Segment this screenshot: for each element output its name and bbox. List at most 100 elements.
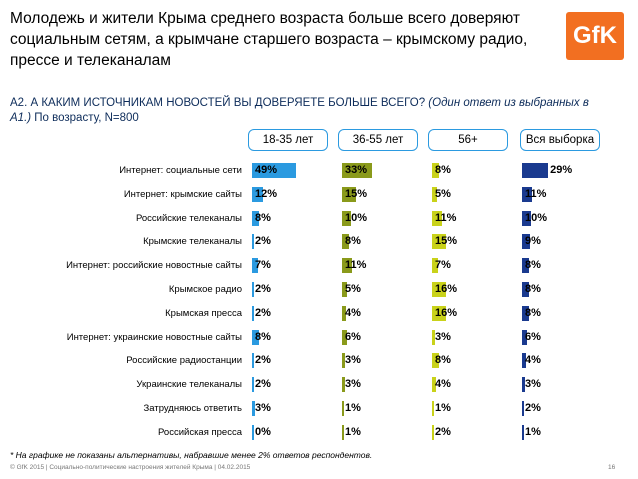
data-label: 8% [345, 235, 361, 248]
category-label: Крымское радио [168, 284, 242, 295]
data-label: 49% [255, 164, 278, 176]
question-italic: (Один ответ из выбранных в А1.) [10, 97, 589, 124]
copyright: © GfK 2015 | Социально-политические наст… [10, 464, 251, 471]
data-label: 5% [345, 283, 361, 295]
bar [432, 210, 442, 226]
category-label: Интернет: социальные сети [119, 165, 242, 176]
data-label: 15% [345, 187, 368, 200]
data-label: 2% [525, 402, 541, 414]
bar [432, 377, 436, 393]
category-label: Украинские телеканалы [136, 379, 242, 391]
footnote: * На графике не показаны альтернативы, н… [10, 450, 373, 460]
data-label: 10% [525, 211, 548, 224]
bar [342, 377, 345, 393]
bar [432, 282, 447, 297]
bar [252, 282, 254, 297]
bar [252, 424, 254, 440]
data-label: 8% [525, 283, 541, 295]
bar [252, 258, 259, 274]
data-label: 4% [435, 378, 451, 391]
category-label: Российские радиостанции [126, 355, 242, 367]
bar [432, 424, 434, 440]
bar [522, 353, 526, 369]
bar [252, 186, 263, 202]
bar [342, 282, 347, 297]
bar [432, 329, 435, 345]
data-label: 2% [255, 306, 271, 319]
data-label: 3% [525, 378, 541, 391]
bar [342, 210, 351, 226]
bar [522, 258, 530, 274]
data-label: 8% [255, 211, 271, 224]
gfk-logo: GfK [566, 12, 624, 60]
question-main: А2. А КАКИМ ИСТОЧНИКАМ НОВОСТЕЙ ВЫ ДОВЕР… [10, 97, 426, 109]
data-label: 3% [345, 378, 361, 391]
bar [342, 258, 352, 274]
data-label: 1% [345, 425, 361, 438]
column-header-0: 18-35 лет [248, 129, 328, 151]
category-label: Затрудняюсь ответить [143, 403, 242, 414]
data-label: 16% [435, 306, 458, 319]
bar [522, 424, 524, 440]
bar [252, 210, 260, 226]
bar [522, 329, 528, 345]
category-label: Крымские телеканалы [143, 236, 242, 248]
bar [522, 234, 531, 250]
bar [342, 424, 344, 440]
bar [432, 163, 440, 178]
bar [522, 377, 525, 393]
data-label: 15% [435, 235, 458, 248]
data-label: 9% [525, 235, 541, 248]
data-label: 1% [435, 402, 451, 414]
data-label: 33% [345, 164, 368, 176]
data-label: 4% [345, 306, 361, 319]
data-label: 11% [525, 187, 547, 200]
data-label: 8% [255, 330, 271, 343]
category-label: Интернет: украинские новостные сайты [66, 331, 242, 343]
data-label: 8% [435, 164, 451, 176]
bar [432, 258, 439, 274]
bar [252, 353, 254, 369]
data-label: 0% [255, 425, 271, 438]
bar [432, 401, 434, 416]
bar [522, 282, 530, 297]
data-label: 8% [525, 306, 541, 319]
data-label: 7% [435, 259, 451, 272]
category-label: Российская пресса [158, 426, 242, 438]
bar [432, 353, 440, 369]
bar [252, 377, 254, 393]
data-label: 16% [435, 283, 458, 295]
data-label: 12% [255, 187, 278, 200]
bar [252, 401, 255, 416]
data-label: 29% [550, 164, 573, 176]
bar [252, 329, 260, 345]
bar [342, 186, 356, 202]
column-header-2: 56+ [428, 129, 508, 151]
column-header-1: 36-55 лет [338, 129, 418, 151]
bar [342, 401, 344, 416]
data-label: 6% [345, 330, 361, 343]
data-label: 2% [435, 425, 451, 438]
bar [342, 234, 350, 250]
page-number: 16 [608, 464, 616, 471]
data-label: 1% [345, 402, 361, 414]
data-label: 8% [525, 259, 541, 272]
data-label: 3% [345, 354, 361, 367]
bar [522, 401, 524, 416]
data-label: 7% [255, 259, 271, 272]
bar [522, 210, 531, 226]
bar [432, 186, 437, 202]
data-label: 2% [255, 235, 271, 248]
category-label: Российские телеканалы [135, 212, 242, 224]
data-label: 2% [255, 283, 271, 295]
bar [342, 353, 345, 369]
data-label: 10% [345, 211, 368, 224]
question-tail: По возрасту, N=800 [31, 112, 139, 124]
data-label: 3% [255, 402, 271, 414]
data-label: 5% [435, 187, 451, 200]
category-label: Крымская пресса [165, 307, 242, 319]
bar [252, 163, 297, 178]
data-label: 11% [435, 211, 457, 224]
bar [342, 163, 372, 178]
data-label: 11% [345, 259, 367, 272]
